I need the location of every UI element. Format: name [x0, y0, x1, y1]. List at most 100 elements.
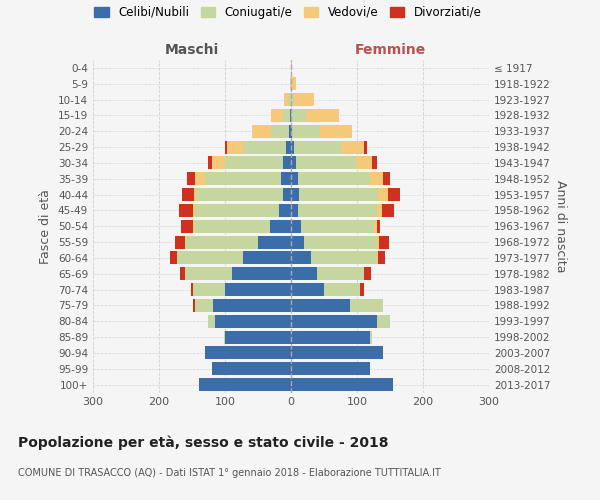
Bar [212, 156, 225, 170]
Bar [271, 109, 283, 122]
Bar [225, 156, 283, 170]
Bar [296, 156, 356, 170]
Bar [291, 362, 370, 375]
Bar [199, 378, 291, 391]
Bar [244, 252, 291, 264]
Bar [382, 204, 394, 217]
Bar [283, 188, 291, 201]
Bar [205, 346, 291, 360]
Bar [213, 299, 291, 312]
Bar [178, 252, 244, 264]
Text: Femmine: Femmine [355, 44, 425, 58]
Bar [181, 220, 193, 232]
Bar [291, 220, 301, 232]
Y-axis label: Anni di nascita: Anni di nascita [554, 180, 567, 272]
Bar [295, 140, 341, 153]
Bar [291, 62, 292, 74]
Bar [295, 93, 314, 106]
Bar [284, 93, 289, 106]
Bar [298, 172, 370, 185]
Bar [187, 172, 196, 185]
Bar [197, 188, 283, 201]
Bar [291, 236, 304, 248]
Bar [379, 236, 389, 248]
Bar [176, 236, 185, 248]
Bar [185, 236, 258, 248]
Bar [227, 140, 244, 153]
Bar [377, 252, 378, 264]
Bar [185, 268, 232, 280]
Text: COMUNE DI TRASACCO (AQ) - Dati ISTAT 1° gennaio 2018 - Elaborazione TUTTITALIA.I: COMUNE DI TRASACCO (AQ) - Dati ISTAT 1° … [18, 468, 441, 477]
Bar [383, 172, 390, 185]
Bar [232, 268, 291, 280]
Bar [205, 172, 281, 185]
Bar [377, 236, 379, 248]
Bar [291, 140, 295, 153]
Bar [281, 172, 291, 185]
Bar [196, 172, 205, 185]
Bar [209, 156, 212, 170]
Bar [194, 204, 279, 217]
Bar [304, 236, 377, 248]
Bar [193, 204, 194, 217]
Bar [194, 220, 270, 232]
Bar [179, 204, 193, 217]
Bar [177, 252, 178, 264]
Bar [271, 125, 289, 138]
Bar [252, 125, 271, 138]
Bar [290, 109, 291, 122]
Bar [364, 140, 367, 153]
Bar [194, 299, 213, 312]
Bar [378, 252, 385, 264]
Bar [299, 188, 378, 201]
Bar [291, 299, 350, 312]
Y-axis label: Fasce di età: Fasce di età [40, 189, 52, 264]
Bar [291, 188, 299, 201]
Bar [320, 125, 352, 138]
Bar [291, 156, 296, 170]
Bar [170, 252, 177, 264]
Bar [291, 330, 370, 344]
Bar [224, 330, 225, 344]
Bar [388, 188, 400, 201]
Bar [291, 125, 292, 138]
Bar [291, 346, 383, 360]
Bar [291, 283, 324, 296]
Bar [291, 172, 298, 185]
Text: Popolazione per età, sesso e stato civile - 2018: Popolazione per età, sesso e stato civil… [18, 435, 389, 450]
Bar [350, 299, 383, 312]
Bar [283, 109, 290, 122]
Bar [283, 156, 291, 170]
Bar [291, 378, 394, 391]
Bar [292, 125, 320, 138]
Bar [225, 330, 291, 344]
Bar [212, 362, 291, 375]
Bar [370, 330, 371, 344]
Bar [291, 93, 295, 106]
Bar [356, 156, 372, 170]
Bar [291, 252, 311, 264]
Legend: Celibi/Nubili, Coniugati/e, Vedovi/e, Divorziati/e: Celibi/Nubili, Coniugati/e, Vedovi/e, Di… [94, 6, 482, 19]
Bar [291, 204, 298, 217]
Bar [191, 283, 193, 296]
Bar [291, 268, 317, 280]
Bar [377, 315, 390, 328]
Bar [193, 299, 194, 312]
Bar [270, 220, 291, 232]
Bar [311, 252, 377, 264]
Bar [305, 109, 338, 122]
Bar [341, 140, 364, 153]
Text: Maschi: Maschi [165, 44, 219, 58]
Bar [289, 125, 291, 138]
Bar [317, 268, 364, 280]
Bar [292, 78, 296, 90]
Bar [258, 236, 291, 248]
Bar [374, 220, 377, 232]
Bar [361, 283, 364, 296]
Bar [301, 220, 374, 232]
Bar [182, 188, 194, 201]
Bar [377, 204, 382, 217]
Bar [291, 315, 377, 328]
Bar [291, 109, 305, 122]
Bar [377, 220, 380, 232]
